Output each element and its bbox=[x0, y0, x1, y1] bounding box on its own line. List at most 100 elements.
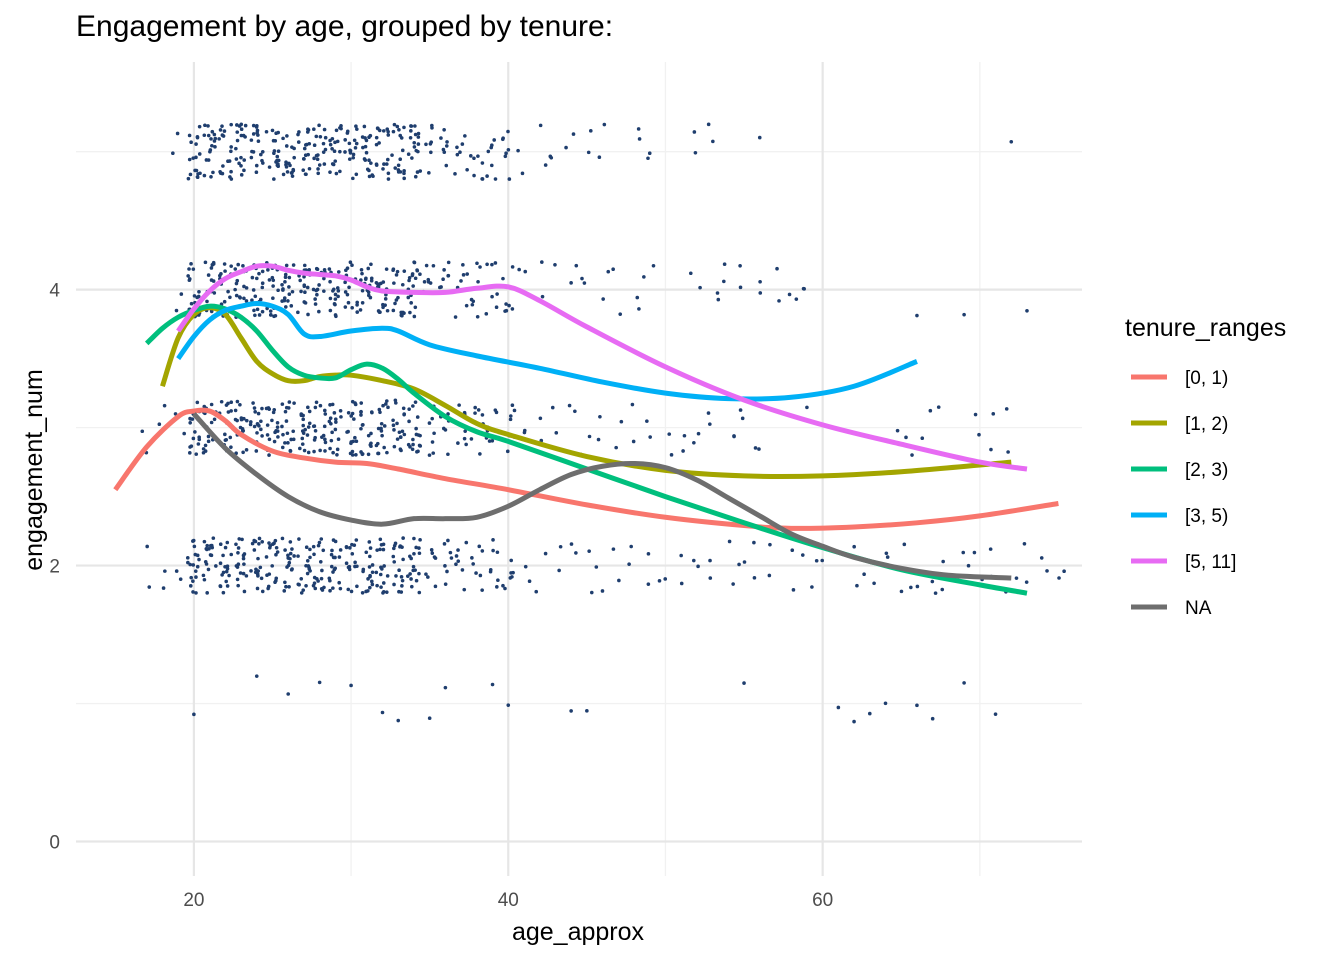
data-point bbox=[283, 441, 287, 445]
data-point bbox=[318, 559, 323, 564]
data-point bbox=[504, 302, 508, 306]
data-point bbox=[323, 437, 327, 442]
data-point bbox=[227, 573, 231, 578]
data-point bbox=[242, 158, 247, 162]
data-point bbox=[629, 544, 633, 549]
data-point bbox=[260, 285, 265, 290]
data-point bbox=[368, 133, 373, 138]
data-point bbox=[329, 552, 334, 557]
data-point bbox=[257, 271, 261, 276]
data-point bbox=[223, 564, 227, 569]
data-point bbox=[207, 546, 211, 551]
data-point bbox=[334, 171, 339, 176]
data-point bbox=[455, 145, 459, 150]
data-point bbox=[259, 427, 263, 432]
data-point bbox=[218, 542, 223, 547]
data-point bbox=[464, 540, 469, 545]
data-point bbox=[930, 716, 935, 721]
data-point bbox=[323, 412, 328, 416]
data-point bbox=[973, 412, 978, 417]
data-point bbox=[234, 542, 238, 547]
data-point bbox=[580, 276, 584, 281]
data-point bbox=[347, 157, 352, 161]
data-point bbox=[304, 172, 308, 177]
data-point bbox=[904, 435, 908, 440]
data-point bbox=[253, 570, 258, 575]
data-point bbox=[267, 165, 272, 169]
data-point bbox=[506, 129, 510, 134]
data-point bbox=[291, 263, 296, 267]
data-point bbox=[407, 276, 412, 280]
data-point bbox=[334, 128, 339, 133]
data-point bbox=[411, 437, 415, 442]
data-point bbox=[202, 133, 207, 138]
data-point bbox=[233, 408, 238, 413]
data-point bbox=[395, 124, 400, 129]
data-point bbox=[375, 548, 379, 552]
data-point bbox=[379, 542, 384, 547]
data-point bbox=[505, 449, 510, 454]
data-point bbox=[740, 416, 745, 421]
data-point bbox=[589, 590, 594, 595]
data-point bbox=[407, 419, 411, 424]
data-point bbox=[380, 567, 384, 571]
data-point bbox=[187, 277, 192, 281]
data-point bbox=[836, 705, 841, 710]
data-point bbox=[191, 590, 195, 594]
data-point bbox=[350, 411, 355, 416]
data-point bbox=[962, 312, 966, 317]
series-line bbox=[176, 263, 1028, 472]
data-point bbox=[400, 578, 405, 583]
legend-label: [0, 1) bbox=[1185, 368, 1228, 389]
data-point bbox=[191, 436, 196, 441]
data-point bbox=[394, 401, 398, 405]
data-point bbox=[333, 140, 337, 145]
data-point bbox=[297, 537, 301, 541]
data-point bbox=[355, 564, 359, 569]
data-point bbox=[716, 297, 721, 302]
data-point bbox=[637, 307, 641, 311]
data-point bbox=[475, 261, 479, 266]
data-point bbox=[209, 266, 214, 270]
data-point bbox=[299, 289, 303, 294]
data-point bbox=[203, 123, 207, 128]
data-point bbox=[402, 176, 406, 181]
data-point bbox=[574, 263, 579, 268]
data-point bbox=[386, 405, 390, 410]
data-point bbox=[298, 446, 302, 451]
data-point bbox=[203, 443, 208, 448]
data-point bbox=[370, 563, 375, 567]
data-point bbox=[550, 405, 555, 410]
data-point bbox=[463, 134, 467, 138]
legend-label: [3, 5) bbox=[1185, 506, 1228, 527]
data-point bbox=[214, 564, 218, 568]
data-point bbox=[461, 273, 466, 277]
data-point bbox=[163, 569, 167, 573]
data-point bbox=[332, 149, 337, 154]
data-point bbox=[1014, 576, 1019, 580]
data-point bbox=[296, 310, 300, 315]
data-point bbox=[691, 558, 696, 563]
data-point bbox=[895, 428, 900, 433]
data-point bbox=[385, 450, 389, 455]
data-point bbox=[495, 550, 500, 555]
data-point bbox=[478, 265, 482, 269]
legend-label: [2, 3) bbox=[1185, 460, 1228, 481]
data-point bbox=[319, 537, 324, 541]
data-point bbox=[346, 565, 351, 570]
data-point bbox=[239, 155, 243, 160]
data-point bbox=[206, 273, 211, 277]
data-point bbox=[1009, 140, 1014, 144]
data-point bbox=[187, 267, 191, 271]
data-point bbox=[1006, 450, 1010, 454]
data-point bbox=[427, 421, 432, 425]
data-point bbox=[239, 173, 244, 177]
data-point bbox=[354, 439, 359, 444]
data-point bbox=[259, 576, 264, 581]
data-point bbox=[449, 556, 454, 560]
data-point bbox=[271, 296, 275, 301]
data-point bbox=[902, 542, 907, 547]
data-point bbox=[368, 573, 372, 578]
data-point bbox=[384, 162, 389, 166]
data-point bbox=[415, 415, 420, 419]
